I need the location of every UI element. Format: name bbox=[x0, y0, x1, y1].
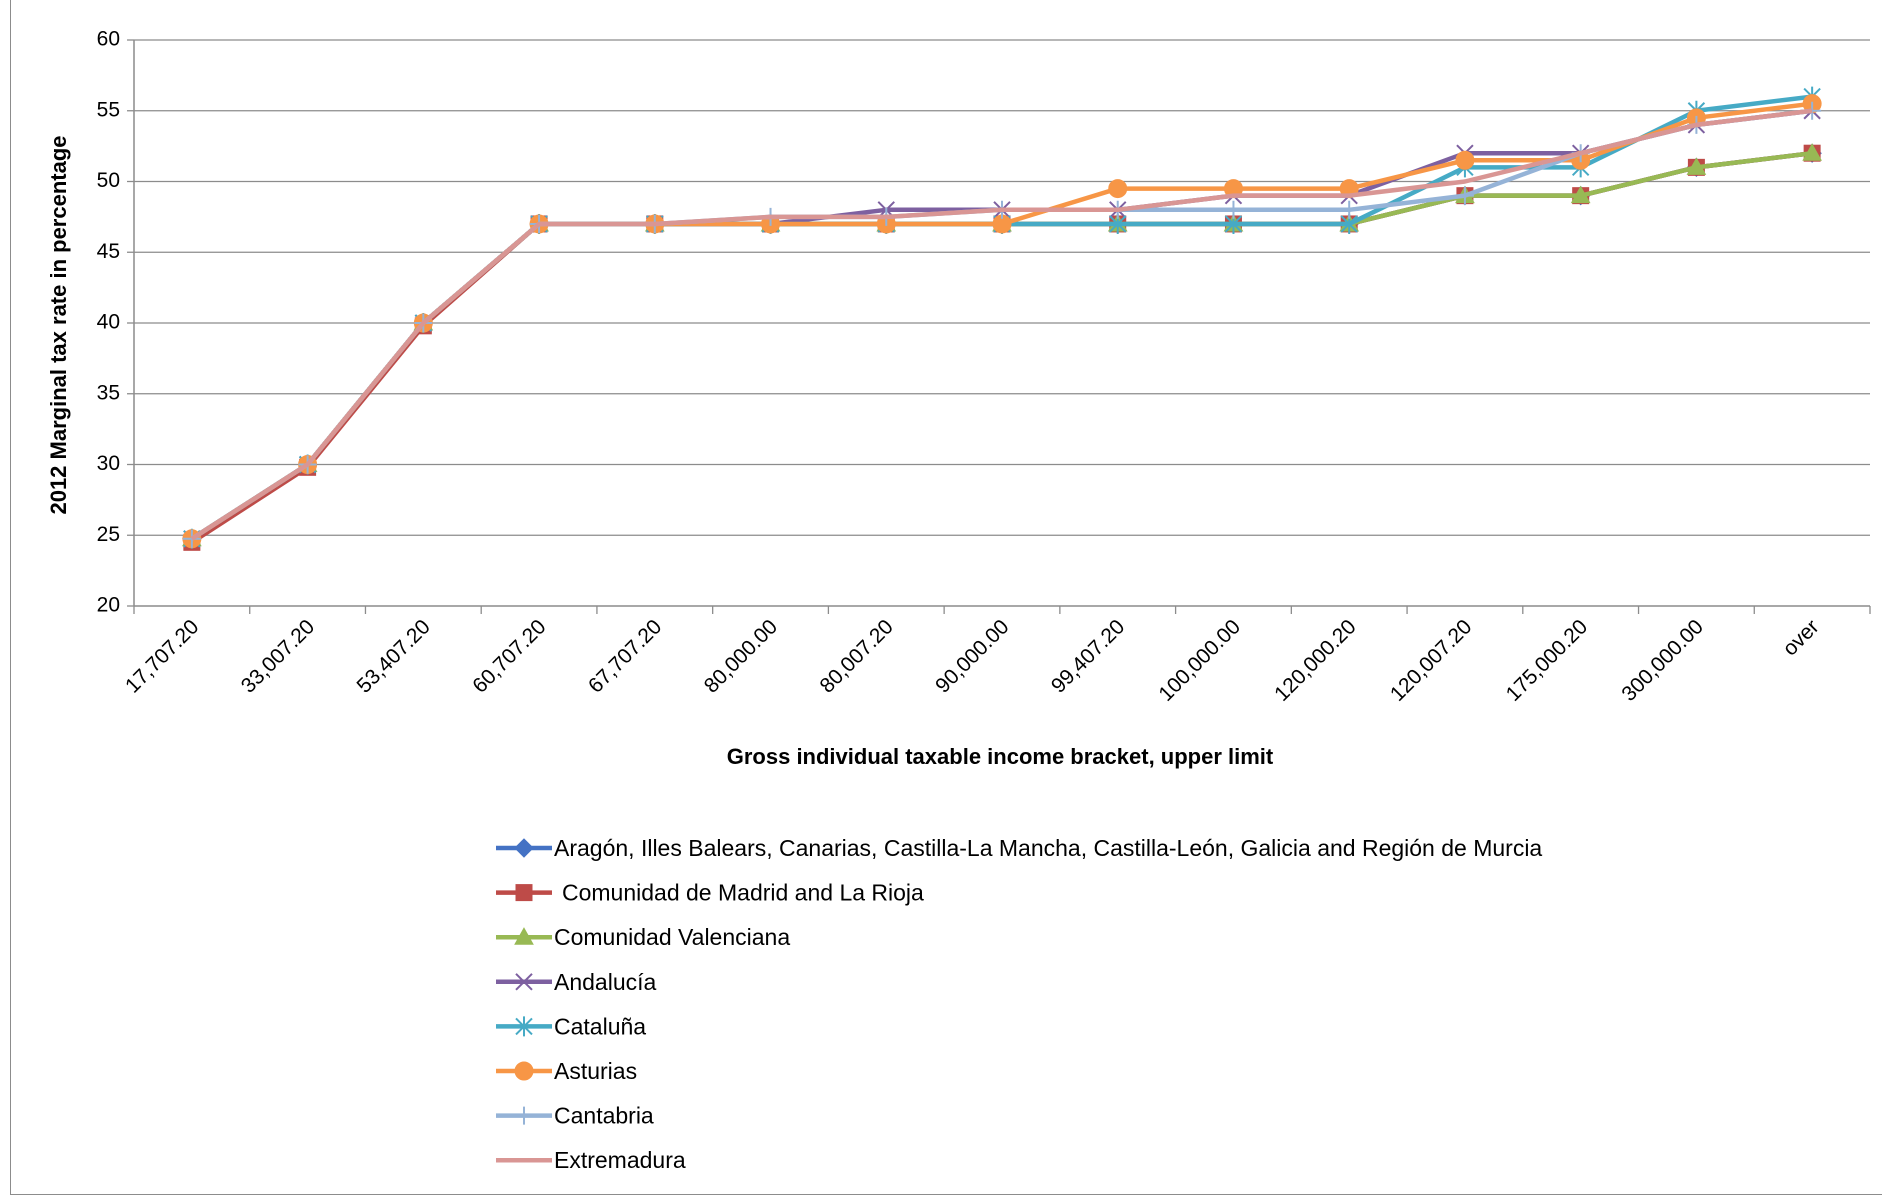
x-tick-label: over bbox=[1779, 615, 1824, 660]
x-tick-label: 53,407.20 bbox=[353, 615, 435, 697]
legend-item: Asturias bbox=[496, 1058, 637, 1084]
y-tick-label: 25 bbox=[97, 523, 120, 546]
legend-label: Comunidad Valenciana bbox=[554, 924, 790, 950]
legend-label: Extremadura bbox=[554, 1147, 686, 1173]
data-point bbox=[1686, 157, 1707, 175]
chart-frame bbox=[10, 0, 1882, 1195]
x-tick-label: 60,707.20 bbox=[468, 615, 550, 697]
x-tick-label: 17,707.20 bbox=[121, 615, 203, 697]
x-tick-label: 120,007.20 bbox=[1386, 615, 1477, 706]
legend-item: Comunidad de Madrid and La Rioja bbox=[496, 880, 924, 906]
legend-label: Asturias bbox=[554, 1058, 637, 1084]
legend-item: Aragón, Illes Balears, Canarias, Castill… bbox=[496, 835, 1542, 861]
y-tick-labels: 20 25 30 35 40 45 50 55 60 bbox=[97, 28, 120, 617]
x-tick-label: 100,000.00 bbox=[1154, 615, 1245, 706]
data-point bbox=[1570, 185, 1591, 204]
y-tick-label: 40 bbox=[97, 311, 120, 334]
legend-item: Andalucía bbox=[496, 969, 657, 995]
legend-label: Aragón, Illes Balears, Canarias, Castill… bbox=[554, 835, 1542, 861]
y-tick-label: 30 bbox=[97, 452, 120, 475]
legend-item: Cantabria bbox=[496, 1103, 654, 1129]
x-tick-label: 80,000.00 bbox=[700, 615, 782, 697]
axes bbox=[127, 39, 1871, 614]
legend-marker bbox=[514, 838, 534, 858]
legend-marker bbox=[515, 1106, 533, 1125]
data-point bbox=[1340, 200, 1359, 219]
data-point bbox=[1455, 186, 1474, 205]
series-line bbox=[190, 108, 1813, 541]
data-point bbox=[1455, 150, 1475, 170]
x-tick-labels: 17,707.20 33,007.20 53,407.20 60,707.20 67,7… bbox=[121, 615, 1824, 706]
x-tick-label: 67,707.20 bbox=[584, 615, 666, 697]
series-line bbox=[190, 108, 1813, 541]
legend-marker bbox=[514, 927, 534, 945]
legend-item: Extremadura bbox=[496, 1147, 686, 1173]
legend-marker bbox=[514, 1061, 534, 1081]
series-line bbox=[190, 108, 1813, 541]
legend-label: Cantabria bbox=[554, 1103, 654, 1129]
legend-label: Andalucía bbox=[554, 969, 657, 995]
x-tick-label: 300,000.00 bbox=[1617, 615, 1708, 706]
y-tick-label: 45 bbox=[97, 240, 120, 263]
x-tick-label: 99,407.20 bbox=[1047, 615, 1129, 697]
y-tick-label: 20 bbox=[97, 594, 120, 617]
legend-marker bbox=[515, 1016, 533, 1037]
legend-item: Cataluña bbox=[496, 1013, 646, 1039]
x-tick-label: 33,007.20 bbox=[237, 615, 319, 697]
x-tick-label: 80,007.20 bbox=[815, 615, 897, 697]
x-tick-label: 120,000.20 bbox=[1270, 615, 1361, 706]
y-axis-title: 2012 Marginal tax rate in percentage bbox=[46, 135, 71, 514]
legend-marker bbox=[515, 973, 533, 991]
gridlines bbox=[134, 39, 1870, 536]
data-point bbox=[1802, 143, 1822, 161]
data-point bbox=[1224, 200, 1243, 219]
x-tick-label: 90,000.00 bbox=[931, 615, 1013, 697]
data-point bbox=[1108, 179, 1128, 199]
y-tick-label: 50 bbox=[97, 169, 120, 192]
series-8 bbox=[190, 108, 1813, 541]
y-tick-label: 55 bbox=[97, 98, 120, 121]
y-tick-label: 60 bbox=[97, 28, 120, 51]
legend-label: Cataluña bbox=[554, 1013, 646, 1039]
series-lines bbox=[182, 86, 1822, 551]
legend-label: Comunidad de Madrid and La Rioja bbox=[562, 880, 924, 906]
legend-marker bbox=[515, 884, 533, 902]
y-tick-label: 35 bbox=[97, 381, 120, 404]
legend: Aragón, Illes Balears, Canarias, Castill… bbox=[496, 835, 1542, 1173]
x-axis-title: Gross individual taxable income bracket,… bbox=[727, 744, 1274, 769]
legend-item: Comunidad Valenciana bbox=[496, 924, 790, 950]
x-tick-label: 175,000.20 bbox=[1502, 615, 1593, 706]
